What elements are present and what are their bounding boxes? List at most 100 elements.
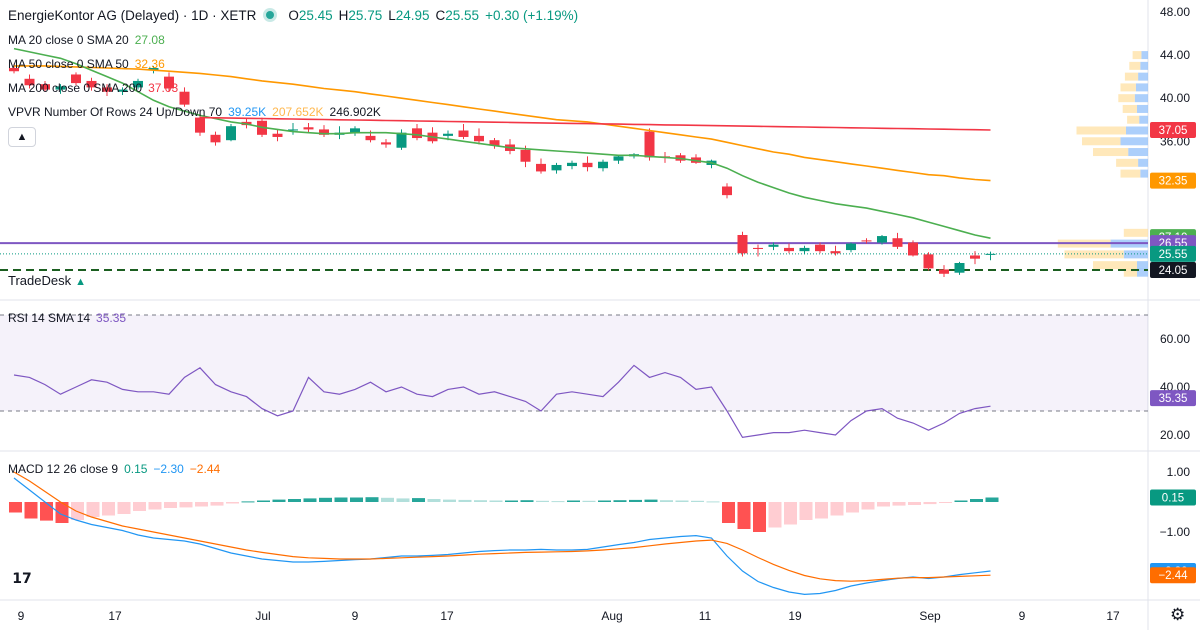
macd-signal-line <box>13 471 991 582</box>
macd-histogram-bar <box>272 499 286 502</box>
candle-body <box>381 142 391 145</box>
volume-profile-up-bar <box>1064 250 1124 259</box>
candle-body <box>319 129 329 135</box>
legend-rsi[interactable]: RSI 14 SMA 14 35.35 <box>8 310 126 326</box>
macd-line-value: −2.30 <box>153 462 184 476</box>
close-value: 25.55 <box>445 8 480 23</box>
macd-histogram-bar <box>350 497 363 502</box>
macd-histogram-bar <box>319 497 332 502</box>
macd-histogram-bar <box>799 502 813 520</box>
symbol-title[interactable]: EnergieKontor AG (Delayed) · 1D · XETR <box>8 8 257 23</box>
chevron-up-icon: ▲ <box>16 131 28 143</box>
close-label: C <box>435 8 446 23</box>
macd-histogram-bar <box>598 500 611 502</box>
legend-ma200[interactable]: MA 200 close 0 SMA 200 37.03 <box>8 80 178 96</box>
candle-body <box>86 80 97 88</box>
time-tick-label: 11 <box>699 609 712 623</box>
open-value: 25.45 <box>298 8 333 23</box>
tradingview-logo-icon[interactable]: 17 <box>8 568 36 590</box>
candle-body <box>71 74 81 84</box>
price-tick-label: 44.00 <box>1160 48 1190 62</box>
macd-histogram-bar <box>954 500 968 502</box>
macd-signal-value: −2.44 <box>189 462 221 476</box>
legend-macd[interactable]: MACD 12 26 close 9 0.15 −2.30 −2.44 <box>8 461 220 477</box>
vpvr-label: VPVR Number Of Rows 24 Up/Down 70 <box>8 105 223 119</box>
candle-body <box>799 247 810 252</box>
candle-body <box>846 243 856 251</box>
macd-tag-label: −2.44 <box>1158 570 1188 582</box>
legend-ma50[interactable]: MA 50 close 0 SMA 50 32.36 <box>8 56 165 72</box>
candle-body <box>458 130 469 137</box>
gear-icon[interactable]: ⚙ <box>1170 605 1186 624</box>
candle-body <box>644 131 655 158</box>
macd-histogram-bar <box>226 502 239 504</box>
macd-histogram-bar <box>458 499 472 502</box>
price-tag <box>1150 245 1196 262</box>
logo-text: 17 <box>12 571 32 587</box>
volume-profile-down-bar <box>1120 137 1148 146</box>
macd-tag-label: 0.15 <box>1162 493 1184 505</box>
macd-histogram-bar <box>908 502 921 505</box>
volume-profile-up-bar <box>1118 94 1135 103</box>
macd-histogram-bar <box>210 502 224 506</box>
macd-histogram-bar <box>892 502 906 506</box>
macd-histogram-bar <box>257 500 270 502</box>
volume-profile-down-bar <box>1135 83 1148 92</box>
candle-body <box>737 234 748 254</box>
candle-body <box>179 91 190 105</box>
volume-profile-up-bar <box>1123 228 1148 237</box>
macd-histogram-bar <box>985 497 999 502</box>
rsi-tick-label: 20.00 <box>1160 428 1190 442</box>
ma50-line <box>14 65 991 182</box>
vpvr-total-value: 246.902K <box>329 105 381 119</box>
candle-body <box>9 68 19 72</box>
macd-histogram-bar <box>241 501 255 503</box>
macd-histogram-bar <box>582 500 596 502</box>
macd-histogram-bar <box>691 500 704 502</box>
brand-text: TradeDesk <box>8 273 72 288</box>
macd-histogram-bar <box>9 502 22 513</box>
candle-body <box>148 68 159 71</box>
macd-histogram-bar <box>164 502 177 508</box>
macd-histogram-bar <box>381 497 394 502</box>
legend-vpvr[interactable]: VPVR Number Of Rows 24 Up/Down 70 39.25K 2… <box>8 104 381 120</box>
price-tick-label: 40.00 <box>1160 91 1190 105</box>
candle-body <box>567 162 577 167</box>
candle-body <box>24 78 35 86</box>
candle-body <box>396 132 407 148</box>
macd-histogram-bar <box>303 498 317 502</box>
time-tick-label: 17 <box>108 609 122 623</box>
volume-profile-down-bar <box>1140 61 1148 70</box>
macd-tick-label: 1.00 <box>1167 465 1191 479</box>
triangle-up-icon: ▲ <box>75 276 86 288</box>
ma20-line <box>13 47 991 239</box>
volume-profile-up-bar <box>1124 72 1139 81</box>
macd-histogram-bar <box>753 502 766 532</box>
price-tag <box>1150 172 1196 189</box>
high-label: H <box>338 8 349 23</box>
candle-body <box>365 135 376 141</box>
volume-profile-down-bar <box>1141 51 1148 60</box>
ma50-label: MA 50 close 0 SMA 50 <box>8 57 129 71</box>
volume-profile-down-bar <box>1137 104 1148 113</box>
time-tick-label: Aug <box>601 609 622 623</box>
candle-body <box>443 133 453 136</box>
macd-histogram-bar <box>55 502 69 523</box>
macd-histogram-bar <box>489 500 503 502</box>
time-tick-label: Sep <box>919 609 941 623</box>
volume-profile-down-bar <box>1123 250 1148 259</box>
macd-histogram-bar <box>288 499 301 502</box>
market-status-icon <box>266 11 275 19</box>
volume-profile-up-bar <box>1076 126 1126 135</box>
time-tick-label: 9 <box>18 609 25 623</box>
volume-profile-down-bar <box>1134 94 1148 103</box>
rsi-tick-label: 60.00 <box>1160 332 1190 346</box>
rsi-value: 35.35 <box>96 311 127 325</box>
collapse-legend-button[interactable]: ▲ <box>8 127 36 147</box>
macd-histogram-bar <box>427 499 441 502</box>
legend-ma20[interactable]: MA 20 close 0 SMA 20 27.08 <box>8 32 165 48</box>
volume-profile-down-bar <box>1138 72 1148 81</box>
candle-body <box>753 247 763 249</box>
macd-histogram-bar <box>970 499 983 502</box>
